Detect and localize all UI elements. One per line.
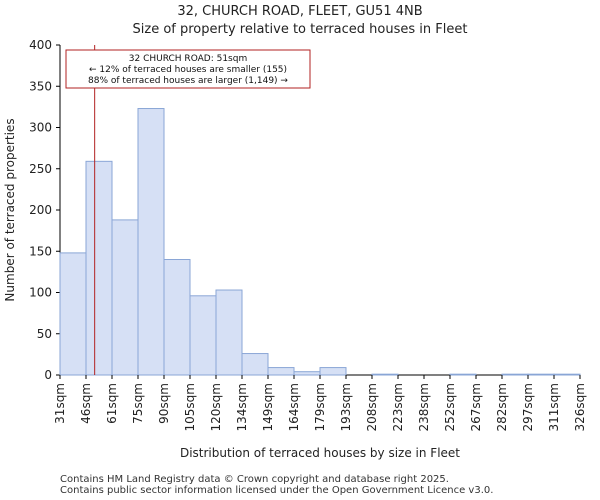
footer-line-2: Contains public sector information licen…: [60, 485, 494, 496]
x-tick-label: 208sqm: [365, 383, 379, 431]
x-tick-label: 31sqm: [53, 383, 67, 424]
y-tick-label: 150: [29, 244, 52, 258]
y-tick-label: 200: [29, 203, 52, 217]
y-tick-label: 400: [29, 38, 52, 52]
x-axis-title: Distribution of terraced houses by size …: [180, 446, 460, 460]
x-tick-label: 46sqm: [79, 383, 93, 424]
chart-title: 32, CHURCH ROAD, FLEET, GU51 4NB: [177, 4, 423, 19]
x-tick-label: 164sqm: [287, 383, 301, 431]
bar: [111, 219, 139, 376]
bar: [501, 373, 529, 376]
y-tick-label: 250: [29, 162, 52, 176]
bar: [215, 289, 243, 376]
bar: [163, 259, 191, 376]
x-tick-label: 267sqm: [469, 383, 483, 431]
bar: [293, 371, 321, 376]
footer-line-1: Contains HM Land Registry data © Crown c…: [60, 474, 449, 485]
y-tick-label: 100: [29, 286, 52, 300]
x-tick-label: 149sqm: [261, 383, 275, 431]
x-tick-label: 297sqm: [521, 383, 535, 431]
x-tick-label: 311sqm: [547, 383, 561, 431]
annotation-line: 32 CHURCH ROAD: 51sqm: [129, 54, 247, 64]
bar: [189, 295, 217, 376]
x-tick-label: 105sqm: [183, 383, 197, 431]
y-tick-label: 350: [29, 79, 52, 93]
x-tick-label: 193sqm: [339, 383, 353, 431]
bar: [59, 252, 87, 376]
bar: [137, 108, 165, 376]
annotation-line: ← 12% of terraced houses are smaller (15…: [89, 65, 287, 75]
bar: [449, 373, 477, 376]
y-tick-label: 300: [29, 121, 52, 135]
bar: [319, 367, 347, 376]
bar: [85, 160, 113, 376]
y-tick-label: 50: [37, 327, 52, 341]
x-tick-label: 61sqm: [105, 383, 119, 424]
x-tick-label: 179sqm: [313, 383, 327, 431]
bar: [371, 373, 399, 376]
chart-subtitle: Size of property relative to terraced ho…: [132, 22, 468, 37]
annotation-box: [65, 49, 311, 89]
bar: [527, 373, 555, 376]
x-tick-label: 223sqm: [391, 383, 405, 431]
y-axis-title: Number of terraced properties: [3, 118, 17, 301]
annotation-line: 88% of terraced houses are larger (1,149…: [88, 76, 288, 86]
x-tick-label: 282sqm: [495, 383, 509, 431]
x-tick-label: 90sqm: [157, 383, 171, 424]
bar: [553, 373, 581, 376]
x-tick-label: 134sqm: [235, 383, 249, 431]
x-tick-label: 252sqm: [443, 383, 457, 431]
y-tick-label: 0: [44, 368, 52, 382]
x-tick-label: 75sqm: [131, 383, 145, 424]
x-tick-label: 238sqm: [417, 383, 431, 431]
x-tick-label: 326sqm: [573, 383, 587, 431]
x-tick-label: 120sqm: [209, 383, 223, 431]
bar: [267, 367, 295, 376]
bar: [241, 353, 269, 376]
